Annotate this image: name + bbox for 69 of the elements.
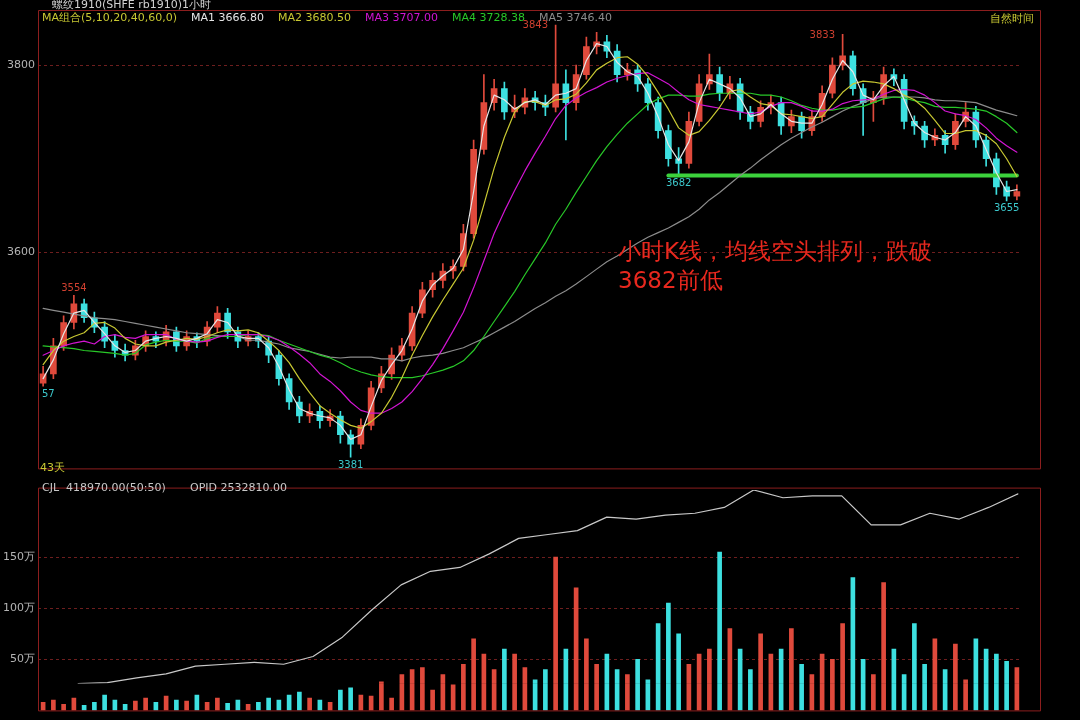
bar [635,658,640,711]
bar [348,687,353,711]
y-tick-label: 150万 [3,549,35,563]
bar [748,669,753,711]
bar [338,689,343,711]
y-tick-label: 50万 [10,652,35,666]
bar [1004,661,1009,711]
bar [430,689,435,711]
text: MA3 3707.00 [365,11,439,25]
legend-title: MA组合(5,10,20,40,60,0) [42,11,178,25]
bar [461,664,466,711]
bar [256,701,261,711]
bar [297,691,302,711]
annotation: 3833 [809,28,835,40]
bar [871,674,876,711]
annotation: 43天 [40,461,65,475]
annotation: 3554 [61,281,87,293]
annotation: 自然时间 [990,12,1034,26]
annotation: 3682 [665,177,692,189]
bar [133,700,138,711]
bar [840,623,845,711]
text: MA2 3680.50 [278,11,352,25]
bar [953,643,958,711]
bar [379,681,384,711]
chart-title: 螺纹1910(SHFE rb1910)1小时 [52,0,212,12]
bar [717,551,722,711]
bar [963,679,968,711]
bar [61,703,66,711]
bar [584,638,589,711]
bar [789,628,794,711]
bar [758,633,763,711]
bar [666,602,671,711]
bar [512,653,517,711]
bar [225,702,230,711]
bar [553,556,558,711]
bar [143,697,148,711]
annotation: 3381 [337,458,364,470]
y-tick-label: 3800 [7,58,35,72]
annotation: 57 [42,387,55,399]
bar [625,674,630,711]
bar [994,653,999,711]
bar [471,638,476,711]
y-tick-label: 3600 [7,245,35,259]
bar [799,664,804,711]
annotation: 3655 [993,202,1020,214]
bar [912,623,917,711]
bar [543,669,548,711]
bar [830,658,835,711]
text: OPID 2532810.00 [190,481,287,495]
text: MA1 3666.80 [191,11,265,25]
bar [102,694,107,711]
bar [51,699,56,711]
bar [92,701,97,711]
bar [215,697,220,711]
bar [420,667,425,711]
bar [922,664,927,711]
bar [174,699,179,711]
bar [389,697,394,711]
y-tick-label: 100万 [3,601,35,615]
bar [676,633,681,711]
bar [594,664,599,711]
bar [184,700,189,711]
text: CJL 418970.00(50:50) [42,481,166,495]
bar [502,648,507,711]
bar [881,582,886,711]
bar [266,697,271,711]
annotation: 小时K线，均线空头排列，跌破3682前低 [618,238,933,294]
bar [707,648,712,711]
bar [307,697,312,711]
